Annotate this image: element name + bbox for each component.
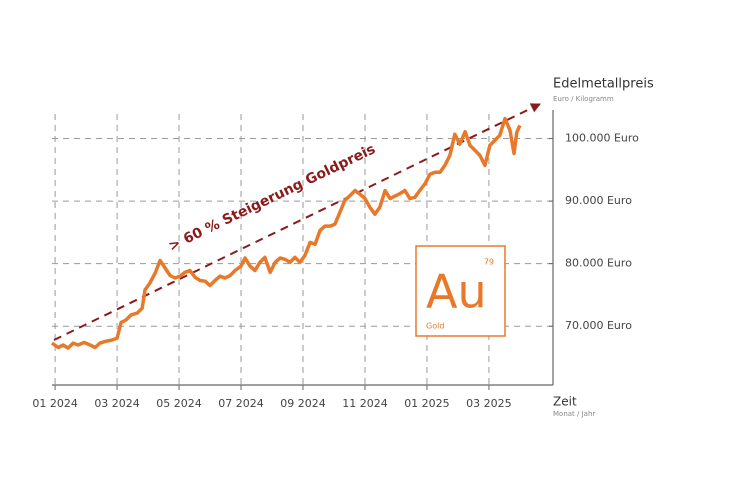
x-axis-label: Zeit (553, 395, 577, 409)
y-tick-label: 80.000 Euro (565, 257, 632, 270)
x-tick-label: 01 2024 (32, 397, 78, 410)
element-tile: Au 79 Gold (415, 245, 506, 337)
x-axis-unit: Monat / Jahr (553, 410, 595, 418)
y-tick-label: 90.000 Euro (565, 194, 632, 207)
element-symbol: Au (426, 265, 487, 319)
y-tick-label: 100.000 Euro (565, 132, 639, 145)
x-tick-label: 07 2024 (218, 397, 264, 410)
price-line (50, 116, 522, 350)
y-axis-unit: Euro / Kilogramm (553, 95, 614, 103)
x-tick-label: 01 2025 (404, 397, 450, 410)
element-name: Gold (426, 322, 444, 331)
x-tick-label: 09 2024 (280, 397, 326, 410)
y-tick-label: 70.000 Euro (565, 319, 632, 332)
tile-box (415, 245, 506, 337)
x-tick-label: 05 2024 (156, 397, 202, 410)
x-tick-label: 03 2024 (94, 397, 140, 410)
y-axis-label: Edelmetallpreis (553, 77, 654, 92)
x-tick-label: 11 2024 (342, 397, 388, 410)
x-tick-label: 03 2025 (466, 397, 512, 410)
element-number: 79 (484, 258, 494, 267)
